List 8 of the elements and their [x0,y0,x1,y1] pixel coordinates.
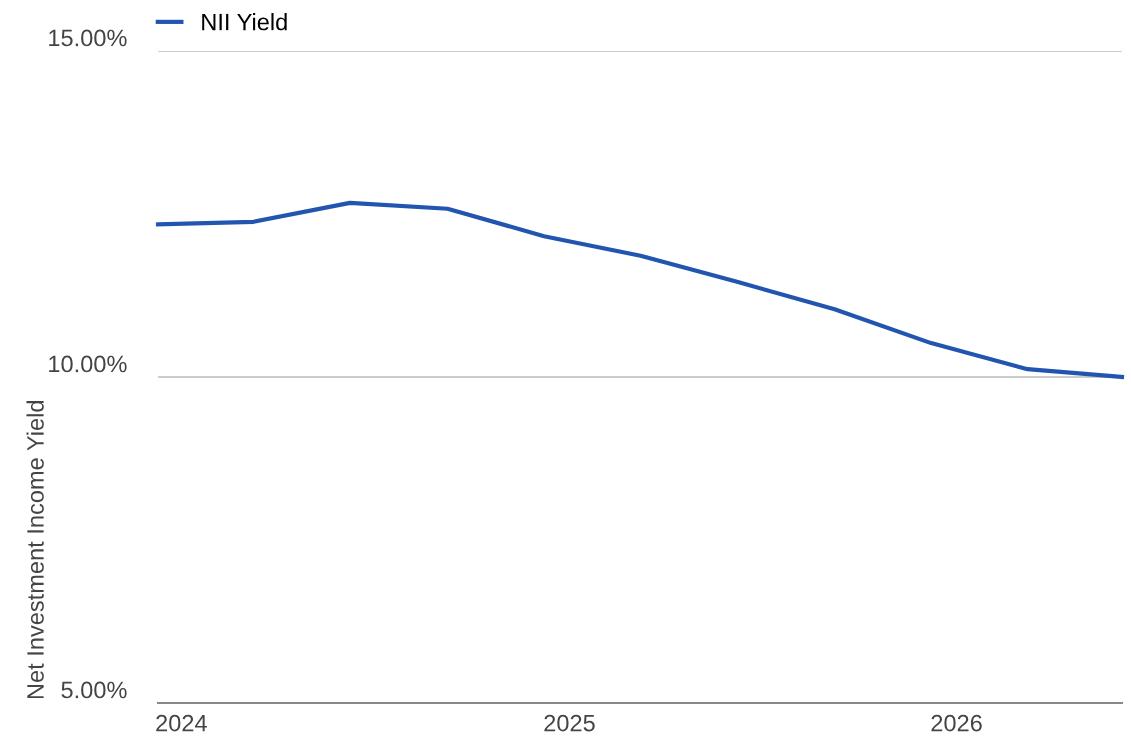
x-tick-label: 2024 [156,714,207,732]
y-tick-label: 15.00% [49,29,127,47]
y-tick-label: 5.00% [61,681,127,699]
y-tick-label: 10.00% [49,355,127,373]
legend-label: NII Yield [202,13,287,31]
x-tick-label: 2026 [931,714,982,732]
x-tick-label: 2025 [544,714,595,732]
y-axis-title: Net Investment Income Yield [26,401,44,699]
